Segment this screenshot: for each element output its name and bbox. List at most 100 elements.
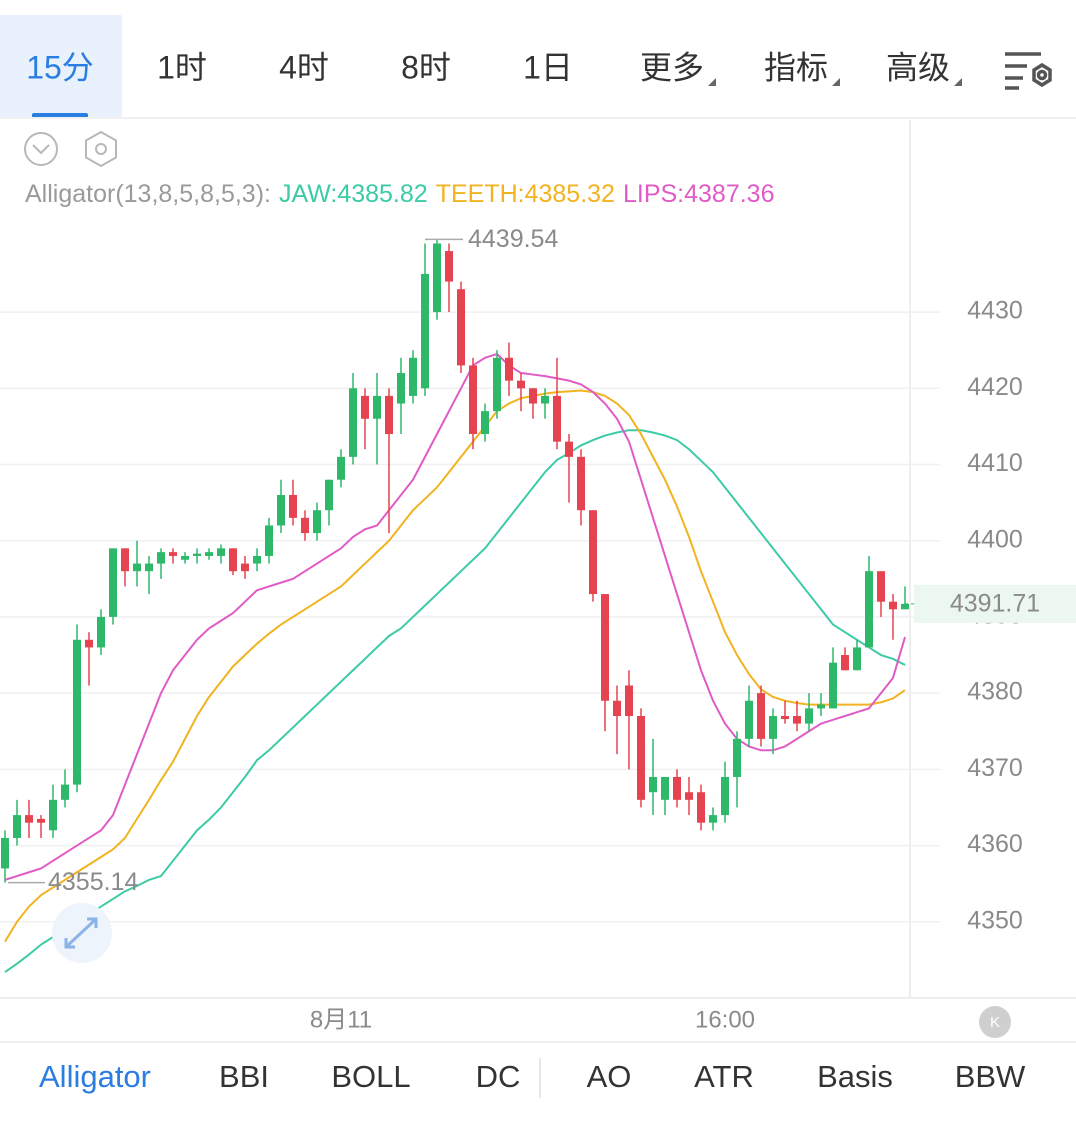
min-label: 4355.14 — [48, 868, 138, 896]
candle-body — [25, 815, 33, 823]
candle-body — [397, 373, 405, 404]
candle-body — [817, 704, 825, 709]
indicator-tab[interactable]: ATR — [694, 1059, 754, 1094]
candle-body — [361, 395, 369, 419]
indicator-tab[interactable]: BBW — [955, 1059, 1026, 1094]
candle-body — [589, 510, 597, 595]
legend-entry: TEETH:4385.32 — [436, 180, 615, 208]
candle-body — [457, 289, 465, 366]
candle-body — [157, 552, 165, 564]
timeframe-tab[interactable]: 更多 — [640, 49, 704, 85]
candle-body — [901, 603, 909, 610]
y-tick-label: 4420 — [967, 373, 1023, 401]
indicator-tab[interactable]: Alligator — [39, 1059, 151, 1094]
indicator-tab[interactable]: AO — [587, 1059, 632, 1094]
y-tick-label: 4400 — [967, 525, 1023, 553]
candle-body — [745, 700, 753, 739]
settings-icon[interactable] — [1005, 52, 1052, 90]
collapse-button[interactable] — [24, 132, 58, 166]
candle-body — [625, 685, 633, 717]
candle-body — [553, 395, 561, 442]
candles — [1, 239, 909, 883]
candle-body — [541, 395, 549, 404]
candle-body — [61, 784, 69, 800]
candle-body — [733, 738, 741, 777]
candle-body — [865, 571, 873, 648]
candle-body — [373, 395, 381, 419]
candle-body — [109, 548, 117, 617]
candle-body — [637, 716, 645, 800]
dropdown-arrow — [954, 78, 962, 86]
indicator-tab[interactable]: DC — [476, 1059, 521, 1094]
candle-body — [349, 388, 357, 457]
candle-body — [169, 552, 177, 556]
max-label: 4439.54 — [468, 225, 558, 253]
candle-body — [325, 479, 333, 511]
candle-body — [145, 563, 153, 572]
candle-body — [685, 792, 693, 800]
timeframe-tab[interactable]: 1时 — [157, 49, 207, 85]
candle-body — [661, 776, 669, 800]
candle-body — [757, 693, 765, 739]
candle-body — [217, 548, 225, 556]
candle-body — [697, 792, 705, 823]
dropdown-arrow — [832, 78, 840, 86]
candle-body — [85, 639, 93, 648]
candle-body — [133, 563, 141, 572]
candle-body — [709, 815, 717, 823]
candle-body — [121, 548, 129, 572]
indicator-legend: Alligator(13,8,5,8,5,3): JAW:4385.82 TEETH… — [25, 180, 774, 208]
timeframe-tab[interactable]: 4时 — [279, 49, 329, 85]
candle-body — [649, 776, 657, 793]
y-tick-label: 4430 — [967, 297, 1023, 325]
candle-body — [841, 655, 849, 671]
indicator-settings-button[interactable] — [85, 130, 117, 168]
candle-body — [37, 818, 45, 823]
indicator-tab[interactable]: Basis — [817, 1059, 893, 1094]
candle-body — [289, 494, 297, 518]
candle-body — [253, 555, 261, 564]
zoom-button[interactable] — [52, 903, 112, 963]
timeframe-tab[interactable]: 8时 — [401, 49, 451, 85]
active-tab-underline — [32, 113, 88, 118]
indicator-label: Alligator(13,8,5,8,5,3): — [25, 180, 271, 208]
candle-body — [889, 601, 897, 610]
candle-body — [673, 776, 681, 800]
candle-body — [805, 708, 813, 724]
candle-body — [205, 552, 213, 556]
candle-body — [181, 555, 189, 560]
candle-body — [301, 517, 309, 534]
candle-body — [565, 441, 573, 457]
timeframe-tab[interactable]: 15分 — [26, 49, 94, 85]
y-tick-label: 4370 — [967, 754, 1023, 782]
timeframe-tab[interactable]: 指标 — [764, 49, 828, 85]
candle-body — [337, 456, 345, 480]
timeframe-tab[interactable]: 高级 — [886, 49, 950, 85]
legend-entry: LIPS:4387.36 — [623, 180, 775, 208]
candle-body — [721, 776, 729, 816]
indicator-tab[interactable]: BBI — [219, 1059, 269, 1094]
timeframe-tabs: 15分 1时 4时 8时 1日 更多 指标 高级 — [0, 15, 962, 118]
candle-body — [517, 380, 525, 389]
indicator-line — [4, 429, 906, 973]
candle-body — [385, 395, 393, 435]
indicator-line — [4, 352, 906, 881]
alligator-lines — [4, 352, 906, 973]
candle-body — [73, 639, 81, 785]
y-tick-label: 4410 — [967, 449, 1023, 477]
last-price-label: 4391.71 — [950, 590, 1040, 618]
candle-body — [445, 251, 453, 282]
candle-body — [193, 553, 201, 556]
last-price-background — [914, 584, 1076, 623]
candle-body — [49, 799, 57, 831]
candle-body — [241, 563, 249, 572]
indicator-tab[interactable]: BOLL — [331, 1059, 410, 1094]
legend-entry: JAW:4385.82 — [279, 180, 428, 208]
labels: 8月11 16:00 4439.54 4355.14 4391.71 — [8, 225, 1076, 1033]
timeframe-tab[interactable]: 1日 — [523, 49, 573, 85]
candle-body — [421, 273, 429, 389]
candle-body — [529, 388, 537, 404]
reset-button[interactable]: K — [979, 1006, 1011, 1038]
